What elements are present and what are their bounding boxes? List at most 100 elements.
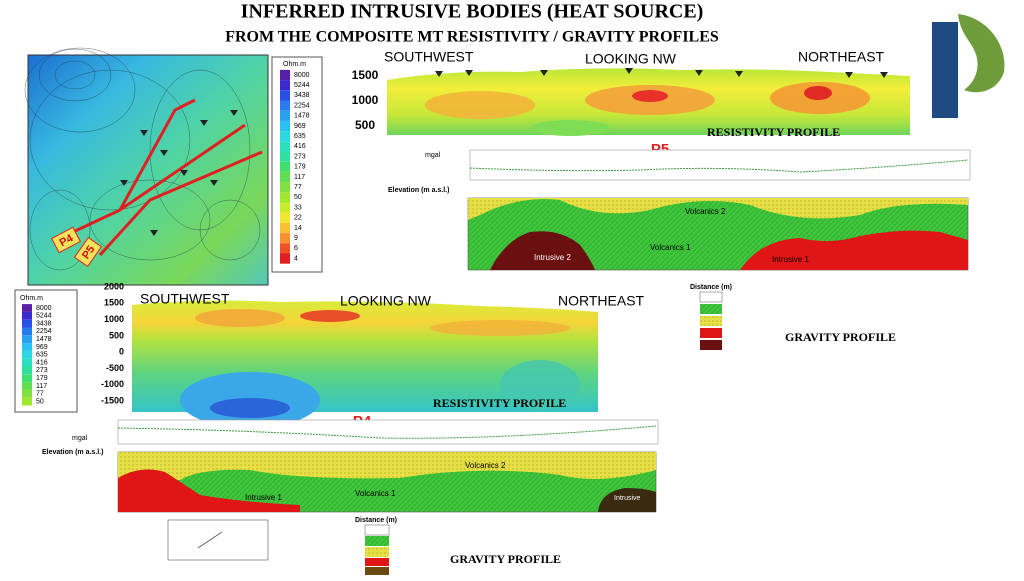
legend-value: 273 [294, 153, 306, 160]
legend-swatch [280, 222, 290, 234]
legend-swatch [22, 366, 32, 375]
legend-swatch [22, 304, 32, 312]
legend-value: 117 [36, 383, 47, 390]
legend-swatch [280, 90, 290, 101]
legend-value: 3438 [36, 320, 52, 327]
legend-value: 273 [36, 367, 48, 374]
legend-value: 5244 [36, 313, 52, 320]
y-tick-label: 2000 [104, 281, 124, 291]
unit-label: Intrusive 2 [534, 253, 571, 262]
unit-label: Volcanics 2 [465, 461, 506, 470]
legend-swatch [280, 120, 290, 132]
legend-value: 1478 [294, 113, 310, 120]
legend-swatch [22, 397, 32, 406]
legend-value: 77 [294, 184, 302, 191]
axis-label: Distance (m) [690, 284, 732, 291]
legend-value: 179 [294, 164, 306, 171]
legend-swatch [22, 335, 32, 344]
axis-label: Elevation (m a.s.l.) [388, 187, 449, 194]
legend-swatch [280, 80, 290, 91]
y-tick-label: -1000 [101, 379, 124, 389]
legend-value: 635 [36, 352, 48, 359]
legend-swatch [22, 327, 32, 336]
legend-value: 416 [36, 359, 48, 366]
legend-unit: Ohm.m [20, 295, 43, 302]
legend-value: 33 [294, 204, 302, 211]
legend-swatch [280, 233, 290, 244]
legend-value: 1478 [36, 336, 52, 343]
legend-value: 4 [294, 255, 298, 262]
caption: RESISTIVITY PROFILE [433, 396, 566, 410]
inset-box [167, 519, 269, 561]
legend-value: 8000 [294, 72, 310, 79]
legend-swatch [280, 243, 290, 254]
p5-gravity-profile: mgal Elevation (m a.s.l.) Volcanics 2 Vo… [388, 149, 971, 291]
logo [932, 14, 1005, 118]
direction-label: SOUTHWEST [384, 49, 474, 65]
legend-swatch [280, 100, 290, 111]
unit-label: Volcanics 2 [685, 207, 726, 216]
p5-resistivity-profile: 1500 1000 500 SOUTHWEST LOOKING NW NORTH… [352, 49, 910, 139]
direction-label: LOOKING NW [340, 293, 432, 309]
legend-swatch [280, 131, 290, 142]
y-tick-label: -1500 [101, 395, 124, 405]
legend-value: 179 [36, 375, 48, 382]
legend-value: 77 [36, 391, 44, 398]
legend-value: 969 [294, 123, 306, 130]
unit-label: Intrusive [614, 495, 641, 502]
legend-value: 416 [294, 143, 306, 150]
legend-value: 969 [36, 344, 48, 351]
gravity-legend [364, 524, 390, 575]
legend-unit: Ohm.m [283, 61, 306, 68]
direction-label: SOUTHWEST [140, 291, 230, 307]
legend-swatch [280, 69, 290, 81]
title-line-1: INFERRED INTRUSIVE BODIES (HEAT SOURCE) [241, 1, 704, 23]
y-tick-label: 1000 [104, 314, 124, 324]
legend-swatch [280, 182, 290, 193]
caption: GRAVITY PROFILE [450, 552, 561, 566]
unit-label: Volcanics 1 [355, 489, 396, 498]
y-tick-label: 1500 [104, 298, 124, 308]
legend-value: 22 [294, 215, 302, 222]
direction-label: LOOKING NW [585, 51, 677, 67]
legend-value: 9 [294, 235, 298, 242]
legend-swatch [280, 161, 290, 172]
legend-swatch [22, 319, 32, 328]
legend-value: 3438 [294, 92, 310, 99]
legend-value: 50 [294, 194, 302, 201]
legend-value: 117 [294, 174, 305, 181]
title-line-2: FROM THE COMPOSITE MT RESISTIVITY / GRAV… [225, 29, 719, 46]
caption: GRAVITY PROFILE [785, 330, 896, 344]
axis-label: mgal [425, 152, 441, 159]
axis-label: Elevation (m a.s.l.) [42, 449, 103, 456]
p4-resistivity-profile: SOUTHWEST LOOKING NW NORTHEAST RESISTIVI… [132, 291, 645, 428]
legend-swatch [22, 343, 32, 351]
y-axis: 2000 1500 1000 500 0 -500 -1000 -1500 [101, 281, 124, 405]
legend-swatch [22, 374, 32, 383]
location-map: P4 P5 [24, 47, 269, 286]
y-tick-label: 500 [109, 330, 124, 340]
unit-label: Intrusive 1 [245, 493, 282, 502]
gravity-legend [699, 291, 723, 350]
legend-swatch [22, 350, 32, 359]
map-label: P4 [58, 232, 76, 249]
legend-value: 6 [294, 245, 298, 252]
legend-swatch [280, 253, 290, 264]
legend-swatch [22, 311, 32, 320]
resistivity-legend: Ohm.m 8000 5244 3438 2254 1478 969 635 416 273 17… [271, 56, 323, 273]
legend-value: 50 [36, 398, 44, 405]
direction-label: NORTHEAST [558, 293, 645, 309]
legend-value: 2254 [36, 328, 52, 335]
legend-swatch [280, 151, 290, 162]
unit-label: Volcanics 1 [650, 243, 691, 252]
legend-swatch [22, 358, 32, 367]
y-tick-label: 500 [355, 118, 375, 132]
y-tick-label: 1000 [352, 93, 379, 107]
legend-swatch [280, 171, 290, 183]
legend-swatch [280, 141, 290, 152]
p4-gravity-profile: mgal Elevation (m a.s.l.) Volcanics 2 In… [42, 419, 659, 524]
y-tick-label: 1500 [352, 68, 379, 82]
y-tick-label: 0 [119, 347, 124, 357]
caption: RESISTIVITY PROFILE [707, 125, 840, 139]
